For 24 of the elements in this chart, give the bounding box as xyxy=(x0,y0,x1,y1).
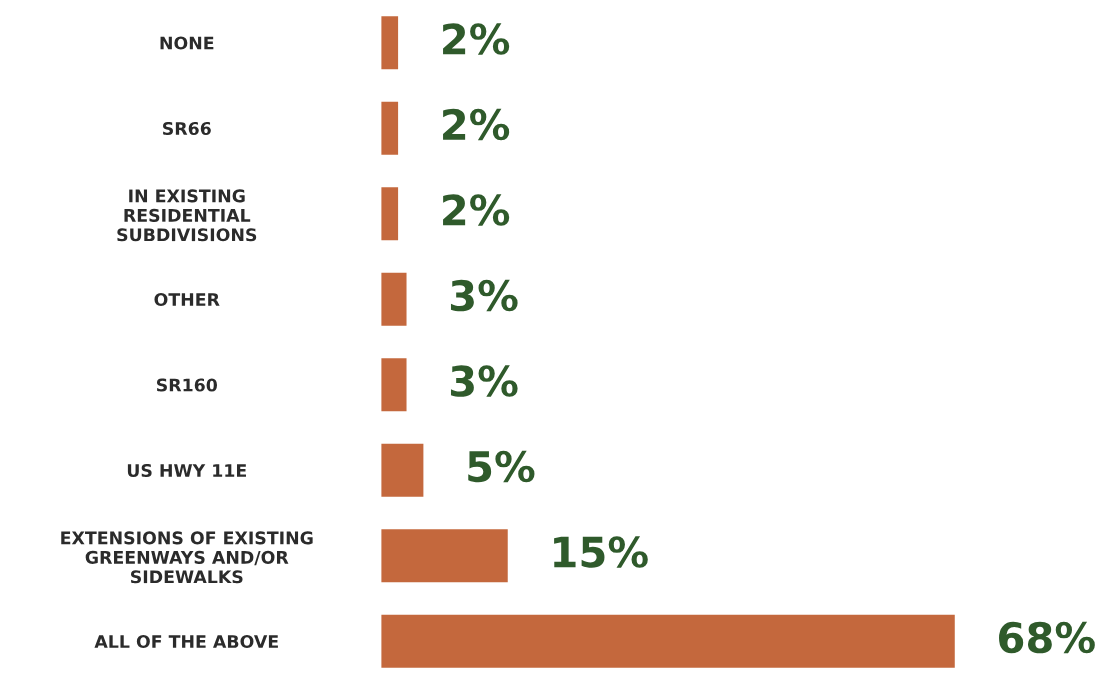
y-tick-label: NONE xyxy=(160,36,214,50)
bar xyxy=(381,16,399,70)
data-label: 2% xyxy=(443,23,510,55)
y-tick-label: SR66 xyxy=(163,121,211,136)
bar xyxy=(381,529,508,583)
data-label: 2% xyxy=(443,108,510,141)
y-tick-label: IN EXISTING RESIDENTIAL SUBDIVISIONS xyxy=(117,189,257,242)
y-tick-label: ALL OF THE ABOVE xyxy=(94,634,278,649)
y-tick-label: US HWY 11E xyxy=(127,463,246,478)
data-label: 68% xyxy=(999,621,1095,654)
data-label: 15% xyxy=(554,536,648,568)
y-tick-label: SR160 xyxy=(156,378,218,392)
y-tick-label: OTHER xyxy=(154,292,220,307)
bar xyxy=(381,272,407,326)
data-label: 5% xyxy=(468,450,535,483)
bar xyxy=(381,443,424,497)
y-tick-label: EXTENSIONS OF EXISTING GREENWAYS AND/OR SIDEWALKS xyxy=(61,531,313,584)
data-label: 3% xyxy=(450,365,518,397)
bar xyxy=(381,614,955,668)
bar xyxy=(381,187,399,241)
bar xyxy=(381,101,399,155)
data-label: 2% xyxy=(443,194,510,226)
data-label: 3% xyxy=(450,279,518,312)
bar xyxy=(381,358,407,412)
